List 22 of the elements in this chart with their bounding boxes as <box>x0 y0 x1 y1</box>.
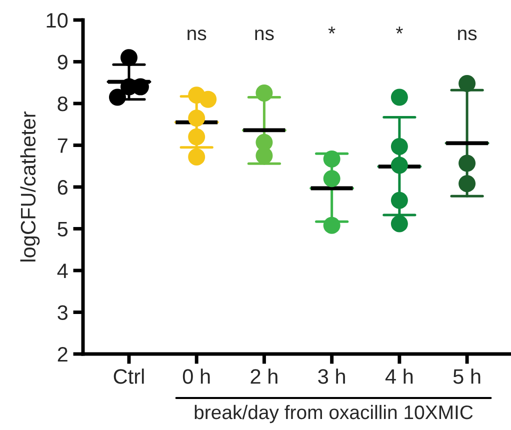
x-tick-label: 0 h <box>182 368 210 384</box>
annotation: ns <box>458 30 477 40</box>
annotation: * <box>396 26 403 34</box>
annotation: ns <box>188 30 206 40</box>
y-tick-label: 10 <box>46 13 68 28</box>
y-axis-title: logCFU/catheter <box>20 112 40 262</box>
annotation: * <box>328 26 336 34</box>
y-tick-label: 4 <box>57 264 68 278</box>
x-tick-label: 5 h <box>453 368 480 384</box>
y-tick-label: 3 <box>58 305 68 320</box>
y-tick-label: 6 <box>58 180 68 195</box>
text: break/day from oxacillin 10XMIC <box>194 404 473 424</box>
x-tick-label: 3 h <box>318 368 345 384</box>
y-tick-label: 7 <box>58 138 68 153</box>
y-tick-label: 8 <box>58 96 68 112</box>
x-tick-label: Ctrl <box>114 368 144 384</box>
y-tick-label: 5 <box>58 222 68 237</box>
y-tick-label: 9 <box>58 54 68 70</box>
annotation: ns <box>255 30 274 40</box>
x-tick-label: 4 h <box>385 368 413 384</box>
y-tick-label: 2 <box>58 347 68 362</box>
x-tick-label: 2 h <box>250 368 278 384</box>
